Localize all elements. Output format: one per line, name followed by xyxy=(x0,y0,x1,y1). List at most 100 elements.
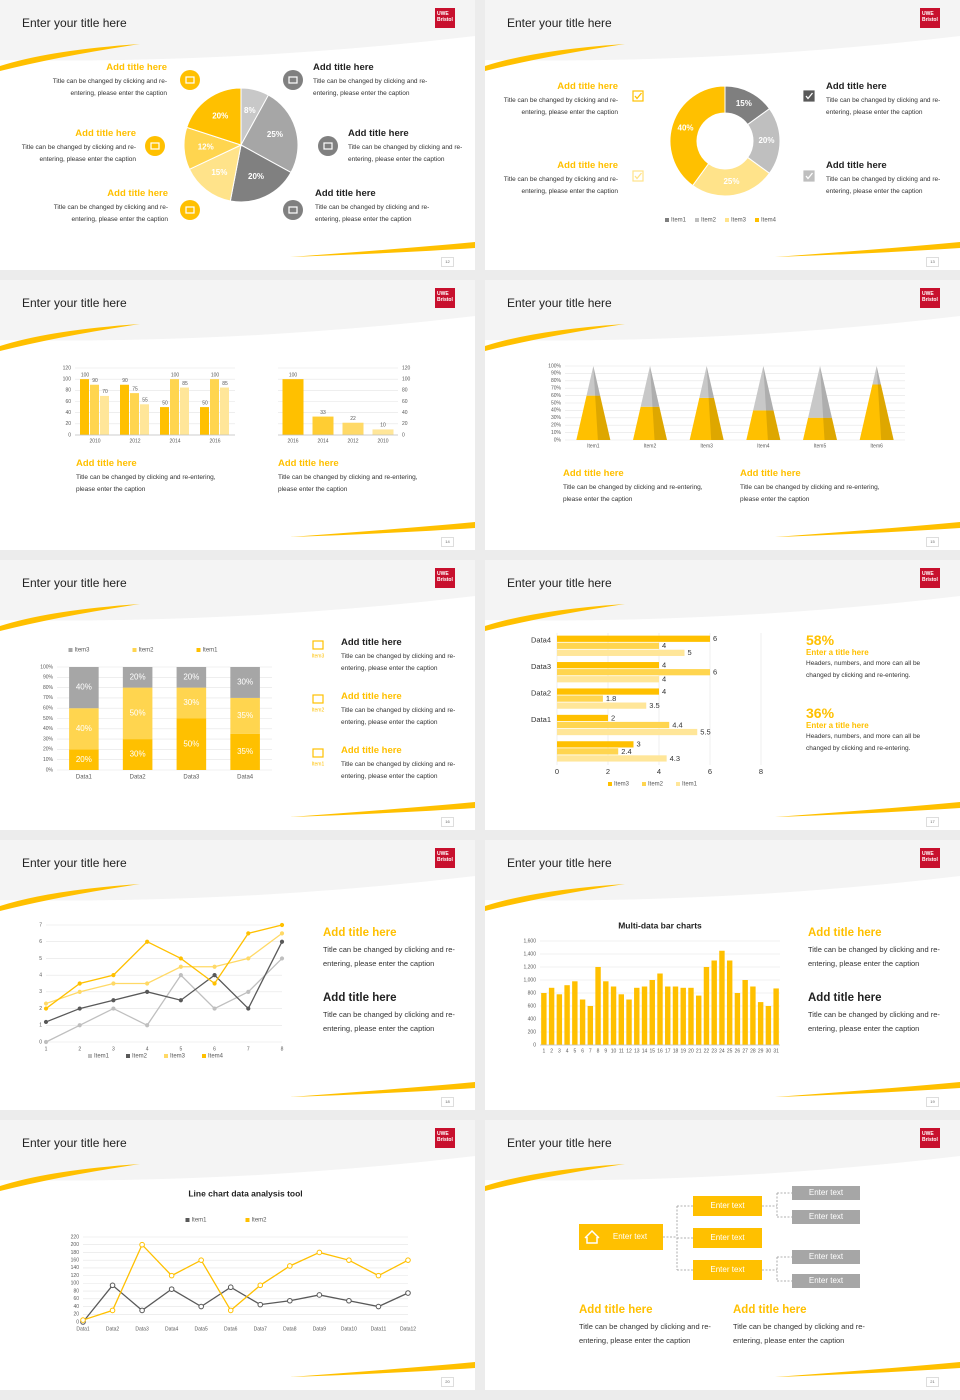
legend-swatch xyxy=(88,1054,92,1058)
pyramid-segment xyxy=(640,366,660,407)
pyramid-segment xyxy=(689,397,724,440)
x-tick-label: 2014 xyxy=(317,438,328,444)
y-tick-label: 100 xyxy=(402,376,411,382)
page-number: 18 xyxy=(441,1097,454,1107)
x-tick-label: 3 xyxy=(558,1048,561,1054)
x-tick-label: 14 xyxy=(642,1048,648,1054)
pyramid-segment xyxy=(633,406,667,440)
legend-label: Item1 xyxy=(192,1218,208,1224)
y-tick-label: 0% xyxy=(554,437,562,443)
x-tick-label: 8 xyxy=(281,1046,284,1052)
bar xyxy=(372,429,394,435)
x-tick-label: Data7 xyxy=(254,1326,268,1332)
legend-swatch xyxy=(68,648,73,652)
slide: 0% 10% 20% 30% 40% 50% 60% 70% 80% 90% 100% Item1 It… xyxy=(485,280,960,550)
data-label: 22 xyxy=(350,416,356,422)
x-tick-label: 26 xyxy=(735,1048,741,1054)
bar xyxy=(564,985,570,1045)
x-tick-label: 25 xyxy=(727,1048,733,1054)
pyramid-segment xyxy=(753,366,774,411)
caption: Title can be changed by clicking and re-… xyxy=(313,78,428,97)
check-mark xyxy=(805,92,814,100)
leaf-box xyxy=(792,1210,860,1224)
slide-graphics: 0204060801001202010100907020129075552014… xyxy=(0,280,475,537)
x-tick-label: 2 xyxy=(78,1046,81,1052)
slide-title: Enter your title here xyxy=(22,576,127,590)
y-tick-label: Data2 xyxy=(531,688,551,697)
legend-swatch xyxy=(196,648,201,652)
series-line xyxy=(45,941,283,1023)
pyramid-shade xyxy=(593,366,611,440)
heading: Add title here xyxy=(313,62,374,73)
point xyxy=(287,1263,293,1269)
x-tick-label: 23 xyxy=(711,1048,717,1054)
series-line xyxy=(82,1284,409,1323)
bar xyxy=(634,987,640,1045)
point xyxy=(198,1303,204,1310)
data-label: 6 xyxy=(713,634,717,643)
point xyxy=(43,1039,49,1045)
legend-swatch xyxy=(164,1054,168,1058)
x-tick-label: 2 xyxy=(606,767,610,776)
y-tick-label: 100% xyxy=(40,664,53,670)
icon-glyph xyxy=(288,206,298,214)
series-line xyxy=(45,932,283,1005)
middle-box xyxy=(693,1196,762,1216)
x-tick-label: 19 xyxy=(680,1048,686,1054)
slide: 0 20 40 60 80 100 120 2010 100 90 70 2012 90 75 55 2014… xyxy=(0,280,475,550)
series-line xyxy=(45,924,283,1010)
y-tick-label: 6 xyxy=(39,939,42,945)
x-tick-label: Item1 xyxy=(587,443,600,449)
data-label: 20% xyxy=(130,672,146,681)
point xyxy=(43,1019,49,1025)
bar xyxy=(557,702,647,709)
legend-swatch xyxy=(185,1218,190,1222)
x-tick-label: 8 xyxy=(759,767,763,776)
checkbox xyxy=(632,170,644,182)
y-tick-label: Data4 xyxy=(531,636,551,645)
text-block: Add title here Title can be changed by cl… xyxy=(808,927,943,971)
bar xyxy=(557,676,659,683)
connector xyxy=(762,1192,792,1282)
bar xyxy=(556,994,563,1045)
pie-slice xyxy=(669,85,726,187)
text-block: Add title here Title can be changed by cl… xyxy=(348,128,466,166)
bar xyxy=(672,986,679,1045)
data-label: 2 xyxy=(611,713,615,722)
footer-swoosh xyxy=(775,1082,960,1097)
pie-slice xyxy=(188,144,242,202)
caption: Title can be changed by clicking and re-… xyxy=(323,945,455,968)
leaf-box xyxy=(792,1250,860,1264)
bar xyxy=(579,999,586,1045)
bar xyxy=(200,407,209,435)
bar xyxy=(557,635,710,642)
caption: Title can be changed by clicking and re-… xyxy=(315,204,430,223)
bar xyxy=(703,967,710,1045)
y-tick-label: 4 xyxy=(39,972,42,978)
y-tick-label: 0% xyxy=(46,767,54,773)
logo: UWE Bristol xyxy=(435,568,455,588)
y-tick-label: 20 xyxy=(402,421,408,427)
bar xyxy=(90,384,99,435)
data-label: 50% xyxy=(183,739,199,748)
slide-title: Enter your title here xyxy=(507,1136,612,1150)
data-label: 100 xyxy=(171,372,180,378)
y-tick-label: 70% xyxy=(551,386,562,392)
heading: Add title here xyxy=(107,188,168,199)
data-label: 33 xyxy=(320,410,326,416)
data-label: 2.4 xyxy=(621,747,631,756)
y-tick-label: 5 xyxy=(39,956,42,962)
y-tick-label: Data1 xyxy=(531,715,551,724)
point xyxy=(77,1023,82,1028)
caption: Title can be changed by clicking and re-… xyxy=(341,761,456,780)
x-tick-label: Data5 xyxy=(195,1326,209,1332)
bar-segment xyxy=(230,733,260,770)
stat: 58% xyxy=(806,632,835,648)
data-label: 30% xyxy=(130,750,146,759)
y-tick-label: 20% xyxy=(43,747,54,753)
legend-label: Item3 xyxy=(75,648,91,654)
data-label: 85 xyxy=(222,381,228,387)
heading: Add title here xyxy=(341,637,402,648)
logo: UWE Bristol xyxy=(920,848,940,868)
heading: Add title here xyxy=(557,81,618,92)
